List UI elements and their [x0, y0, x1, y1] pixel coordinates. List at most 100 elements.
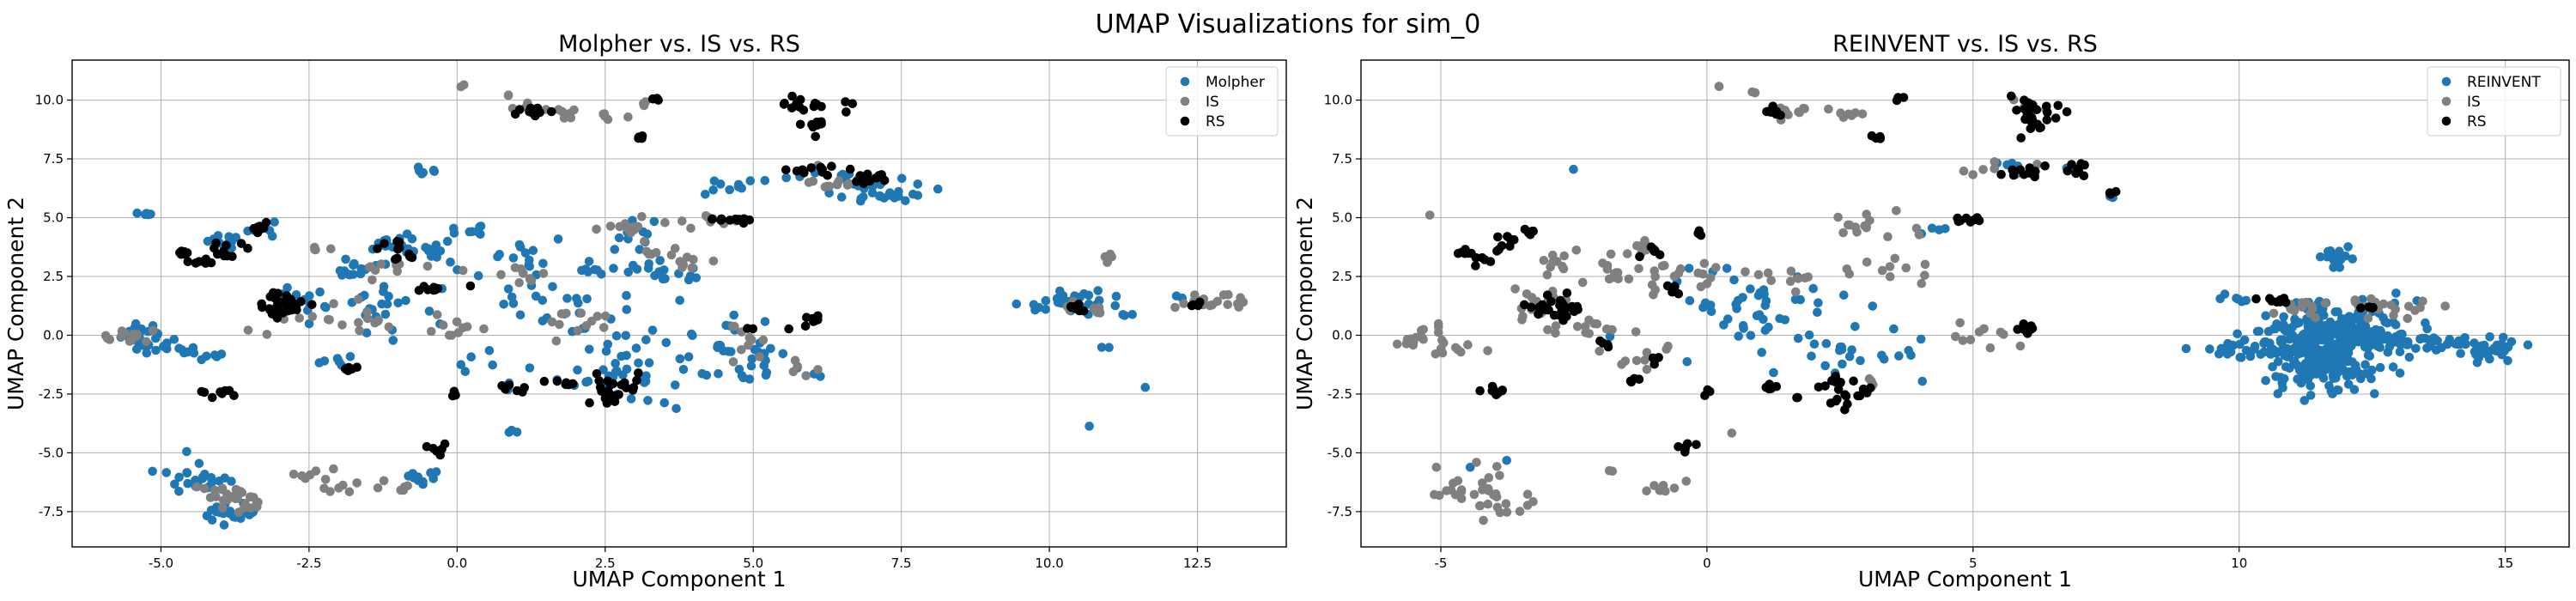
p1-point-rs	[1875, 134, 1886, 143]
p0-point-molpher	[283, 282, 292, 293]
p0-y-tick-label: -2.5	[39, 386, 64, 402]
p0-points	[100, 80, 1249, 530]
p1-point-is	[1959, 166, 1969, 176]
p0-point-molpher	[382, 299, 392, 309]
p0-point-is	[211, 492, 221, 501]
p1-point-reinvent	[2411, 343, 2421, 354]
p0-y-tick-label: 5.0	[43, 210, 64, 226]
p1-point-rs	[1843, 399, 1852, 409]
p1-point-reinvent	[2391, 320, 2401, 330]
p1-point-reinvent	[1879, 355, 1889, 364]
p1-point-reinvent	[1804, 330, 1814, 340]
p1-point-is	[1857, 109, 1868, 118]
p1-point-rs	[2050, 113, 2061, 123]
p1-point-rs	[1456, 247, 1467, 258]
p0-point-rs	[447, 391, 458, 401]
p0-point-is	[379, 476, 389, 486]
p0-point-is	[364, 263, 374, 272]
p0-point-rs	[841, 107, 851, 117]
p1-point-is	[1607, 466, 1618, 477]
p1-point-reinvent	[2261, 376, 2270, 385]
p1-point-reinvent	[2220, 289, 2230, 299]
p1-point-reinvent	[2383, 347, 2393, 357]
p1-point-reinvent	[2316, 368, 2326, 379]
p1-point-reinvent	[2350, 326, 2360, 336]
p1-point-reinvent	[1682, 357, 1692, 367]
p1-point-rs	[2026, 124, 2036, 133]
p1-point-is	[1640, 355, 1649, 365]
p1-point-rs	[2062, 106, 2072, 117]
p0-point-is	[295, 313, 305, 323]
p1-point-reinvent	[2324, 381, 2334, 391]
p0-y-axis-label: UMAP Component 2	[3, 197, 28, 410]
p1-point-reinvent	[1719, 320, 1728, 330]
p1-y-tick-label: 5.0	[1332, 210, 1352, 226]
p1-point-reinvent	[2363, 343, 2372, 354]
p0-point-molpher	[304, 319, 314, 329]
p1-point-reinvent	[1813, 307, 1822, 318]
p0-point-molpher	[142, 348, 152, 358]
p1-point-is	[1483, 499, 1493, 509]
p0-point-molpher	[407, 234, 417, 244]
p0-point-rs	[422, 441, 432, 452]
p0-point-is	[615, 222, 625, 232]
reinvent-scatter-panel: -5 0 5 10 15 -7.5 -5.0 -2.5 0.0 2.5 5.0 7.5 10.0 REIN…	[1292, 31, 2570, 592]
p0-point-molpher	[913, 179, 923, 189]
p0-point-rs	[800, 321, 811, 331]
p0-point-is	[362, 313, 373, 324]
p1-point-reinvent	[2250, 343, 2260, 353]
p1-point-is	[1434, 327, 1443, 337]
p1-point-reinvent	[2351, 364, 2361, 373]
p0-point-is	[373, 483, 383, 493]
p0-point-molpher	[1111, 291, 1121, 301]
p1-point-is	[1640, 235, 1649, 246]
p0-point-rs	[552, 376, 562, 386]
p0-point-molpher	[216, 349, 227, 359]
p1-x-tick-label: 10	[2231, 555, 2247, 571]
p1-axes-frame	[1360, 59, 2570, 548]
p1-point-is	[1517, 315, 1527, 325]
p1-point-is	[1885, 262, 1895, 271]
p0-point-molpher	[194, 458, 204, 469]
p0-point-molpher	[729, 310, 738, 320]
p0-point-rs	[526, 103, 536, 113]
p1-point-rs	[1487, 386, 1498, 396]
p0-point-rs	[287, 305, 296, 315]
p0-point-is	[644, 249, 654, 259]
p0-point-molpher	[634, 358, 643, 368]
p1-y-tick-label: 0.0	[1332, 327, 1352, 343]
p1-point-is	[1551, 321, 1561, 331]
p0-x-tick-label: -2.5	[296, 555, 321, 571]
p1-point-is	[1669, 483, 1680, 493]
p0-point-rs	[708, 214, 717, 224]
p0-point-molpher	[1012, 299, 1022, 309]
p0-point-is	[289, 470, 299, 479]
p0-point-is	[728, 357, 738, 367]
p0-point-molpher	[488, 360, 497, 370]
p0-point-molpher	[182, 446, 191, 457]
p1-point-is	[1951, 331, 1960, 342]
p1-point-is	[2440, 301, 2450, 311]
p0-point-rs	[795, 119, 805, 130]
p1-point-is	[1437, 343, 1446, 354]
p0-point-is	[458, 265, 468, 276]
p0-point-molpher	[678, 365, 689, 374]
p1-point-reinvent	[2437, 343, 2446, 353]
p1-point-is	[1699, 258, 1710, 269]
p0-point-is	[452, 317, 462, 327]
p0-point-molpher	[688, 331, 697, 341]
p1-point-rs	[1464, 248, 1473, 258]
p1-x-tick-label: -5	[1434, 555, 1447, 571]
p1-point-rs	[2008, 165, 2017, 175]
p1-point-rs	[1953, 213, 1962, 223]
p0-y-tick-label: 0.0	[43, 327, 64, 343]
p1-point-is	[1631, 327, 1641, 337]
p1-point-is	[1419, 335, 1428, 344]
p1-point-reinvent	[1746, 284, 1755, 294]
p0-point-is	[1103, 258, 1112, 267]
p1-point-reinvent	[2205, 344, 2215, 354]
p1-point-rs	[1635, 252, 1644, 262]
p0-point-molpher	[449, 228, 459, 238]
p1-point-is	[1901, 263, 1911, 273]
p1-point-rs	[1567, 301, 1577, 312]
